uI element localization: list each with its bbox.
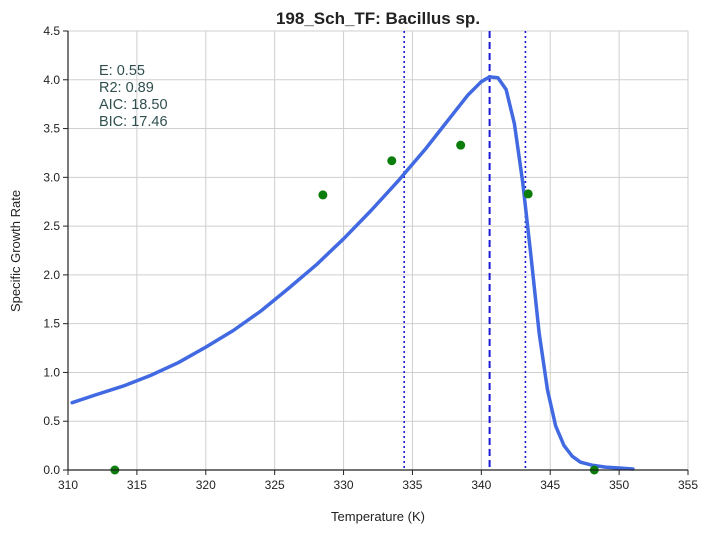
- fit-curve: [70, 75, 635, 471]
- axes: [63, 30, 689, 475]
- tick-labels: 310 315 320 325 330 335 340 345 350 355 0.0 0.5 1.0 1…: [43, 24, 698, 492]
- x-tick-label: 310: [58, 478, 78, 492]
- stat-bic: BIC: 17.46: [99, 114, 168, 130]
- x-axis-label: Temperature (K): [331, 509, 425, 524]
- fit-curve-group: [70, 75, 635, 471]
- stat-r2: R2: 0.89: [99, 80, 154, 96]
- data-point: [456, 140, 466, 150]
- plot-background: [68, 31, 688, 470]
- stats-annotation: E: 0.55 R2: 0.89 AIC: 18.50 BIC: 17.46: [99, 63, 168, 130]
- data-point: [318, 190, 328, 200]
- x-tick-label: 350: [609, 478, 629, 492]
- x-tick-label: 345: [540, 478, 560, 492]
- y-tick-label: 2.0: [43, 268, 60, 282]
- stat-aic: AIC: 18.50: [99, 97, 168, 113]
- y-tick-label: 3.0: [43, 170, 60, 184]
- y-tick-label: 4.5: [43, 24, 60, 38]
- y-tick-label: 4.0: [43, 73, 60, 87]
- x-tick-label: 355: [678, 478, 698, 492]
- reference-lines: [403, 31, 527, 470]
- data-point: [387, 156, 397, 166]
- x-tick-label: 315: [127, 478, 147, 492]
- y-tick-label: 0.0: [43, 463, 60, 477]
- y-tick-label: 3.5: [43, 122, 60, 136]
- x-tick-label: 335: [402, 478, 422, 492]
- y-axis-label: Specific Growth Rate: [8, 190, 23, 312]
- chart-title: 198_Sch_TF: Bacillus sp.: [276, 9, 480, 28]
- y-tick-label: 0.5: [43, 414, 60, 428]
- x-tick-label: 325: [265, 478, 285, 492]
- x-tick-label: 320: [196, 478, 216, 492]
- data-point: [523, 189, 533, 199]
- x-tick-label: 340: [471, 478, 491, 492]
- y-tick-label: 2.5: [43, 219, 60, 233]
- stat-e: E: 0.55: [99, 63, 145, 79]
- y-tick-label: 1.0: [43, 365, 60, 379]
- x-tick-label: 330: [334, 478, 354, 492]
- y-tick-label: 1.5: [43, 317, 60, 331]
